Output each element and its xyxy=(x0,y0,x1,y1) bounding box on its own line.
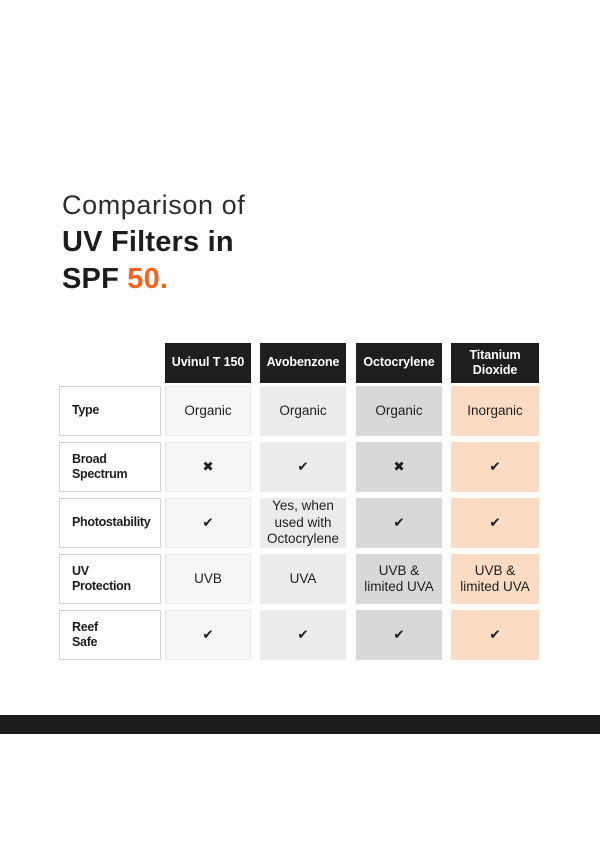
title-spf-text: SPF xyxy=(62,263,128,295)
table-row-reef-safe: Reef Safe ✔ ✔ ✔ ✔ xyxy=(59,610,541,660)
cell-uv-protection-octocrylene: UVB & limited UVA xyxy=(356,554,442,604)
check-icon: ✔ xyxy=(260,610,346,660)
row-label-broad-spectrum: Broad Spectrum xyxy=(59,442,161,492)
row-label-type: Type xyxy=(59,386,161,436)
title-line-1: Comparison of xyxy=(62,190,246,220)
table-row-photostability: Photostability ✔ Yes, when used with Oct… xyxy=(59,498,541,548)
check-icon: ✔ xyxy=(356,498,442,548)
check-icon: ✔ xyxy=(451,610,539,660)
cell-uv-protection-uvinul: UVB xyxy=(165,554,251,604)
column-header-octocrylene: Octocrylene xyxy=(356,343,442,383)
row-label-photostability: Photostability xyxy=(59,498,161,548)
bottom-black-bar xyxy=(0,715,600,734)
column-header-avobenzone: Avobenzone xyxy=(260,343,346,383)
column-header-titanium-dioxide: Titanium Dioxide xyxy=(451,343,539,383)
cell-photostability-avobenzone: Yes, when used with Octocrylene xyxy=(260,498,346,548)
table-row-broad-spectrum: Broad Spectrum ✖ ✔ ✖ ✔ xyxy=(59,442,541,492)
cell-uv-protection-avobenzone: UVA xyxy=(260,554,346,604)
cell-type-uvinul: Organic xyxy=(165,386,251,436)
column-header-uvinul-t150: Uvinul T 150 xyxy=(165,343,251,383)
check-icon: ✔ xyxy=(165,610,251,660)
cell-type-octocrylene: Organic xyxy=(356,386,442,436)
cross-icon: ✖ xyxy=(356,442,442,492)
page-title: Comparison of UV Filters in SPF 50. xyxy=(62,192,245,294)
table-row-type: Type Organic Organic Organic Inorganic xyxy=(59,386,541,436)
table-row-uv-protection: UV Protection UVB UVA UVB & limited UVA … xyxy=(59,554,541,604)
header-spacer xyxy=(59,343,161,383)
table-header-row: Uvinul T 150 Avobenzone Octocrylene Tita… xyxy=(59,343,541,383)
check-icon: ✔ xyxy=(260,442,346,492)
check-icon: ✔ xyxy=(165,498,251,548)
row-label-reef-safe: Reef Safe xyxy=(59,610,161,660)
cell-type-avobenzone: Organic xyxy=(260,386,346,436)
title-line-2: UV Filters in xyxy=(62,226,234,258)
cell-uv-protection-titanium: UVB & limited UVA xyxy=(451,554,539,604)
title-spf-value: 50. xyxy=(127,263,169,295)
cell-type-titanium: Inorganic xyxy=(451,386,539,436)
check-icon: ✔ xyxy=(451,442,539,492)
title-line-3: SPF 50. xyxy=(62,265,245,294)
check-icon: ✔ xyxy=(356,610,442,660)
comparison-table: Uvinul T 150 Avobenzone Octocrylene Tita… xyxy=(59,343,541,666)
cross-icon: ✖ xyxy=(165,442,251,492)
check-icon: ✔ xyxy=(451,498,539,548)
row-label-uv-protection: UV Protection xyxy=(59,554,161,604)
